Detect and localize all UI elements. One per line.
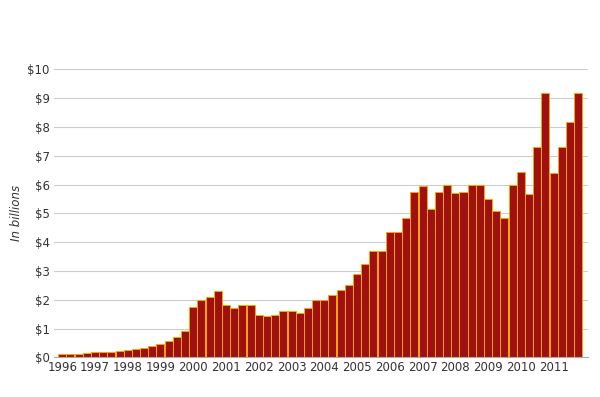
Bar [361, 264, 369, 357]
Bar [287, 311, 296, 357]
Bar [67, 354, 74, 357]
Y-axis label: In billions: In billions [10, 185, 23, 241]
Bar [222, 304, 230, 357]
Bar [99, 352, 107, 357]
Bar [197, 300, 205, 357]
Bar [58, 355, 66, 357]
Bar [566, 122, 574, 357]
Bar [410, 192, 418, 357]
Bar [500, 218, 508, 357]
Bar [107, 352, 115, 357]
Bar [427, 209, 435, 357]
Bar [91, 353, 99, 357]
Bar [140, 348, 148, 357]
Bar [263, 316, 271, 357]
Bar [74, 354, 83, 357]
Bar [525, 195, 533, 357]
Bar [189, 307, 197, 357]
Bar [304, 308, 312, 357]
Bar [280, 311, 287, 357]
Bar [460, 191, 467, 357]
Bar [370, 251, 377, 357]
Bar [558, 147, 566, 357]
Bar [271, 315, 279, 357]
Bar [312, 300, 320, 357]
Bar [164, 341, 173, 357]
Bar [443, 185, 451, 357]
Bar [574, 93, 582, 357]
Bar [320, 300, 328, 357]
Bar [345, 285, 353, 357]
Bar [296, 313, 304, 357]
Bar [394, 231, 402, 357]
Bar [492, 211, 500, 357]
Bar [173, 337, 181, 357]
Bar [509, 185, 517, 357]
Bar [451, 193, 460, 357]
Bar [328, 295, 337, 357]
Bar [214, 291, 222, 357]
Bar [247, 304, 254, 357]
Bar [83, 353, 91, 357]
Bar [533, 147, 541, 357]
Bar [484, 199, 492, 357]
Bar [550, 173, 557, 357]
Text: Quarterly Revenue Growth Trends, In billions — 1996-2011: Quarterly Revenue Growth Trends, In bill… [7, 15, 538, 30]
Bar [541, 93, 550, 357]
Bar [337, 290, 344, 357]
Bar [157, 344, 164, 357]
Bar [230, 308, 238, 357]
Bar [517, 172, 525, 357]
Bar [386, 232, 394, 357]
Bar [353, 274, 361, 357]
Bar [124, 350, 132, 357]
Bar [181, 331, 189, 357]
Bar [402, 218, 410, 357]
Bar [476, 185, 484, 357]
Bar [255, 315, 263, 357]
Bar [132, 349, 140, 357]
Bar [206, 297, 214, 357]
Bar [116, 351, 124, 357]
Bar [377, 251, 386, 357]
Bar [148, 346, 156, 357]
Bar [435, 193, 443, 357]
Bar [467, 185, 476, 357]
Bar [419, 186, 427, 357]
Bar [238, 306, 247, 357]
